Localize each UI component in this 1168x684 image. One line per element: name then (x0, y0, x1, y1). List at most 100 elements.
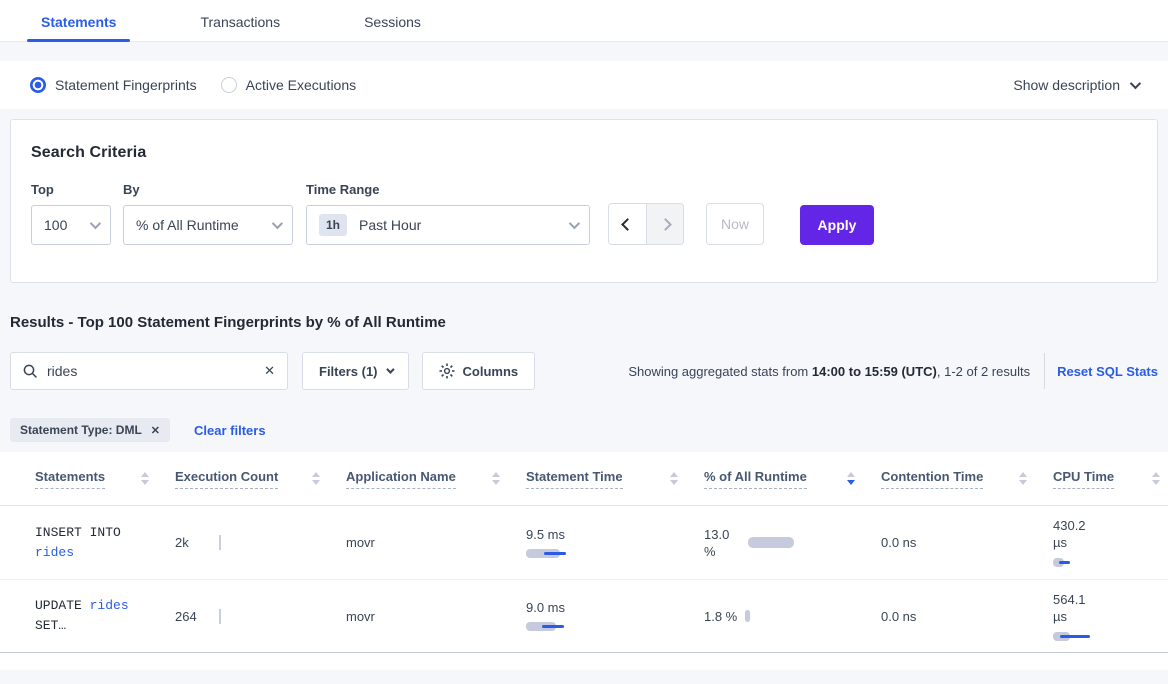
radio-active-executions[interactable]: Active Executions (220, 77, 357, 93)
application-name-cell: movr (346, 535, 375, 550)
radio-label: Active Executions (245, 77, 357, 93)
results-heading: Results - Top 100 Statement Fingerprints… (10, 314, 446, 331)
sort-icon (670, 472, 678, 485)
statement-link[interactable]: rides (35, 544, 75, 560)
statements-table: Statements Execution Count Application N… (0, 452, 1168, 670)
statement-time-bar (526, 548, 574, 559)
sort-icon (492, 472, 500, 485)
chevron-down-icon (385, 365, 395, 374)
search-criteria-card: Search Criteria Top 100 By % of All Runt… (10, 119, 1158, 283)
radio-statement-fingerprints[interactable]: Statement Fingerprints (30, 77, 197, 93)
statement-time-bar (526, 622, 574, 632)
column-header-cpu-time[interactable]: CPU Time (1053, 469, 1168, 489)
radio-label: Statement Fingerprints (55, 77, 197, 93)
filter-chip-row: Statement Type: DML ✕ Clear filters (10, 418, 1158, 442)
execution-count-cell: 2k (175, 535, 346, 550)
aggregated-stats-text: Showing aggregated stats from 14:00 to 1… (628, 363, 1031, 379)
statement-cell: INSERT INTO rides (35, 524, 121, 560)
execution-count-cell: 264 (175, 608, 346, 624)
sort-icon (141, 472, 149, 485)
cpu-time-bar (1053, 631, 1091, 642)
by-value: % of All Runtime (136, 217, 239, 233)
column-header-contention-time[interactable]: Contention Time (881, 469, 1053, 489)
show-description-toggle[interactable]: Show description (1013, 77, 1142, 93)
application-name-cell: movr (346, 608, 375, 624)
by-label: By (123, 182, 140, 197)
top-field: Top 100 (31, 182, 111, 245)
reset-sql-stats-link[interactable]: Reset SQL Stats (1057, 363, 1158, 379)
pct-runtime-cell: 1.8 % (704, 609, 881, 624)
cpu-time-cell: 430.2 µs (1053, 517, 1168, 568)
time-range-select[interactable]: 1h Past Hour (306, 205, 590, 245)
execution-count-bar (219, 535, 221, 550)
top-select[interactable]: 100 (31, 205, 111, 245)
filter-chip-label: Statement Type: DML (20, 423, 142, 437)
search-criteria-title: Search Criteria (31, 144, 147, 161)
time-range-field: Time Range 1h Past Hour (306, 182, 590, 245)
radio-selected-icon (30, 77, 46, 93)
column-header-application-name[interactable]: Application Name (346, 469, 526, 489)
table-row: UPDATE rides SET… 264 movr 9.0 ms 1.8 % … (0, 580, 1168, 653)
cpu-time-cell: 564.1 µs (1053, 591, 1168, 642)
stats-time-range: 14:00 to 15:59 (UTC) (811, 363, 937, 379)
column-header-statement-time[interactable]: Statement Time (526, 469, 704, 489)
statement-cell: UPDATE rides SET… (35, 598, 129, 633)
gear-icon (439, 363, 455, 379)
time-range-value: Past Hour (359, 217, 422, 233)
top-label: Top (31, 182, 54, 197)
filter-chip-statement-type: Statement Type: DML ✕ (10, 418, 171, 442)
chevron-left-icon (621, 217, 634, 231)
tab-sessions[interactable]: Sessions (364, 14, 421, 30)
pct-runtime-cell: 13.0 % (704, 526, 881, 560)
radio-unselected-icon (220, 77, 237, 93)
time-prev-button[interactable] (609, 204, 646, 244)
table-header-row: Statements Execution Count Application N… (0, 452, 1168, 506)
by-field: By % of All Runtime (123, 182, 293, 245)
execution-count-bar (219, 608, 221, 624)
sort-icon (312, 472, 320, 485)
filters-button[interactable]: Filters (1) (302, 352, 409, 390)
column-header-statements[interactable]: Statements (35, 469, 175, 489)
results-controls-row: ✕ Filters (1) Columns Showing aggregated… (10, 352, 1158, 390)
tab-transactions[interactable]: Transactions (200, 14, 281, 30)
chevron-down-icon (271, 217, 284, 230)
sort-icon (1152, 472, 1160, 485)
contention-time-cell: 0.0 ns (881, 608, 917, 624)
columns-button[interactable]: Columns (421, 352, 536, 390)
chevron-down-icon (568, 217, 581, 230)
tab-statements[interactable]: Statements (27, 14, 131, 42)
statement-time-cell: 9.5 ms (526, 527, 704, 559)
search-box[interactable]: ✕ (10, 352, 288, 390)
clear-filters-link[interactable]: Clear filters (194, 422, 266, 438)
now-button[interactable]: Now (706, 203, 764, 245)
sort-icon-active-desc (847, 472, 855, 485)
search-icon (23, 364, 37, 378)
by-select[interactable]: % of All Runtime (123, 205, 293, 245)
sql-activity-tabbar: Statements Transactions Sessions (0, 0, 1168, 42)
search-input[interactable] (47, 363, 265, 379)
time-range-label: Time Range (306, 182, 380, 197)
time-next-button[interactable] (646, 204, 683, 244)
chevron-down-icon (1129, 77, 1142, 90)
sort-icon (1019, 472, 1027, 485)
time-range-badge: 1h (319, 214, 348, 236)
chevron-right-icon (658, 217, 672, 231)
show-description-label: Show description (1013, 77, 1120, 93)
clear-search-icon[interactable]: ✕ (264, 363, 275, 378)
column-header-pct-of-all-runtime[interactable]: % of All Runtime (704, 469, 881, 489)
contention-time-cell: 0.0 ns (881, 535, 917, 550)
statement-link[interactable]: rides (89, 598, 129, 613)
columns-label: Columns (462, 363, 519, 379)
remove-filter-icon[interactable]: ✕ (150, 424, 161, 437)
chevron-down-icon (89, 217, 102, 230)
time-nav-group (608, 203, 684, 245)
pct-runtime-bar (745, 610, 751, 622)
pct-runtime-bar (748, 537, 794, 548)
view-mode-bar: Statement Fingerprints Active Executions… (0, 61, 1168, 109)
filters-label: Filters (1) (319, 363, 378, 379)
apply-button[interactable]: Apply (800, 205, 874, 245)
table-row: INSERT INTO rides 2k movr 9.5 ms 13.0 % … (0, 506, 1168, 580)
top-value: 100 (44, 217, 68, 233)
statement-time-cell: 9.0 ms (526, 600, 704, 632)
column-header-execution-count[interactable]: Execution Count (175, 469, 346, 489)
